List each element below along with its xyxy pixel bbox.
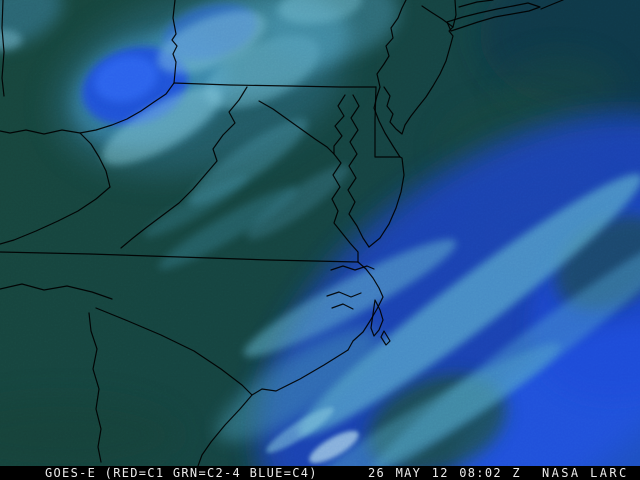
state-borders-layer bbox=[0, 0, 564, 466]
coast-southcarolina bbox=[197, 349, 349, 466]
river-savannah bbox=[88, 312, 102, 463]
border-kentucky-virginia bbox=[0, 186, 111, 245]
river-ohio bbox=[0, 82, 175, 135]
island-hatteras bbox=[370, 299, 384, 337]
satellite-image bbox=[0, 0, 640, 466]
caption-bar: GOES-E (RED=C1 GRN=C2-4 BLUE=C4) 26 MAY … bbox=[0, 466, 640, 480]
border-ohio-indiana bbox=[1, 0, 5, 97]
coast-newjersey bbox=[383, 26, 454, 135]
river-delaware-bay bbox=[373, 0, 407, 158]
border-kentucky-east bbox=[79, 132, 111, 188]
river-potomac bbox=[258, 100, 335, 155]
grain-overlay bbox=[0, 0, 640, 466]
caption-credit: NASA LARC bbox=[542, 466, 629, 480]
coast-newengland bbox=[540, 0, 564, 10]
border-virginia-northcarolina bbox=[0, 251, 359, 263]
border-westvirginia-virginia bbox=[120, 86, 248, 249]
river-pamlico bbox=[331, 303, 354, 310]
caption-timestamp: 26 MAY 12 08:02 Z bbox=[368, 466, 521, 480]
sound-pamlico bbox=[326, 291, 362, 298]
coast-chesapeake-west bbox=[331, 94, 359, 263]
river-hudson bbox=[452, 0, 457, 28]
sound-albemarle bbox=[330, 265, 375, 271]
coast-chesapeake-east bbox=[347, 94, 370, 248]
island-lookout bbox=[380, 330, 391, 346]
coast-long-island bbox=[446, 2, 541, 32]
coast-delmarva-atlantic bbox=[368, 156, 405, 248]
border-mason-dixon bbox=[173, 82, 377, 88]
border-pennsylvania-west bbox=[171, 0, 178, 84]
coast-connecticut bbox=[458, 0, 494, 8]
caption-product-label: GOES-E (RED=C1 GRN=C2-4 BLUE=C4) bbox=[45, 466, 318, 480]
coast-outer-banks bbox=[347, 261, 384, 351]
border-northcarolina-southcarolina bbox=[95, 307, 253, 396]
border-tennessee-northcarolina bbox=[0, 283, 113, 300]
